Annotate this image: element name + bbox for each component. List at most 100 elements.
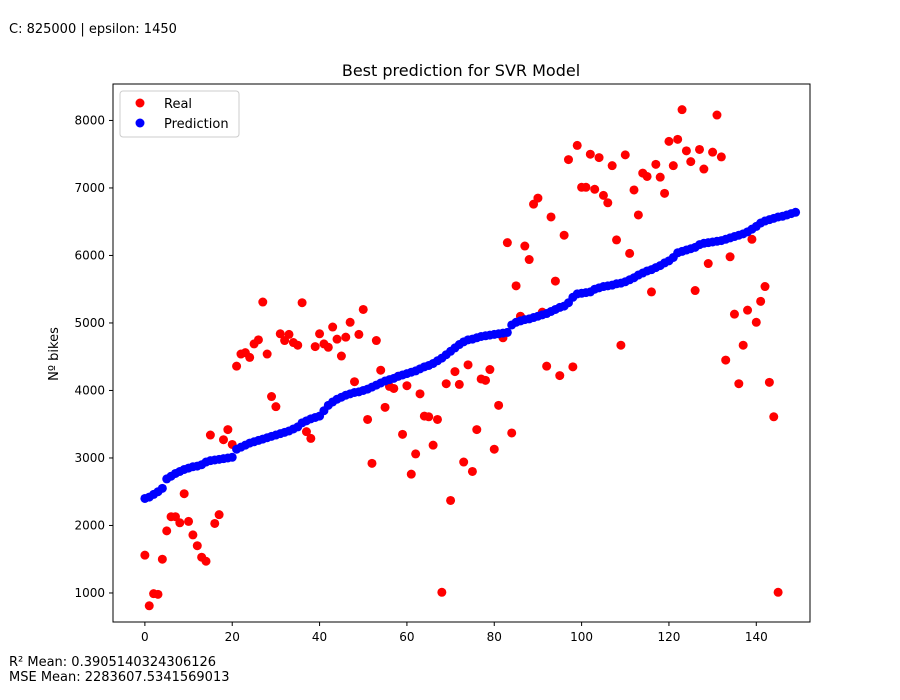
real-point: [363, 414, 373, 424]
real-point: [511, 281, 521, 291]
legend-marker-prediction: [135, 118, 145, 128]
real-point: [301, 427, 311, 437]
real-point: [162, 526, 172, 536]
real-point: [769, 412, 779, 422]
real-point: [520, 241, 530, 251]
real-point: [315, 329, 325, 339]
real-point: [699, 164, 709, 174]
real-point: [712, 110, 722, 120]
real-point: [450, 367, 460, 377]
real-point: [633, 210, 643, 220]
real-point: [398, 429, 408, 439]
real-point: [232, 361, 242, 371]
y-tick-label: 8000: [74, 113, 105, 127]
real-point: [598, 190, 608, 200]
real-point: [267, 392, 277, 402]
real-point: [646, 287, 656, 297]
real-point: [467, 466, 477, 476]
real-point: [188, 530, 198, 540]
real-point: [310, 342, 320, 352]
real-point: [695, 144, 705, 154]
real-point: [371, 336, 381, 346]
real-point: [153, 589, 163, 599]
real-point: [415, 389, 425, 399]
real-point: [140, 550, 150, 560]
real-point: [655, 172, 665, 182]
real-point: [441, 379, 451, 389]
real-point: [481, 375, 491, 385]
prediction-point: [227, 452, 237, 462]
y-tick-label: 7000: [74, 181, 105, 195]
x-tick-label: 80: [487, 630, 502, 644]
legend-box: [119, 90, 240, 138]
prediction-point: [502, 327, 512, 337]
real-point: [245, 352, 255, 362]
real-point: [703, 259, 713, 269]
legend-label-real: Real: [164, 97, 192, 112]
real-point: [341, 332, 351, 342]
real-point: [555, 371, 565, 381]
real-point: [585, 149, 595, 159]
real-point: [201, 556, 211, 566]
real-point: [568, 362, 578, 372]
real-point: [773, 587, 783, 597]
real-point: [642, 171, 652, 181]
model-params-text: C: 825000 | epsilon: 1450: [9, 22, 177, 37]
real-point: [323, 342, 333, 352]
real-point: [603, 198, 613, 208]
x-tick-label: 20: [225, 630, 240, 644]
real-point: [751, 317, 761, 327]
real-point: [542, 361, 552, 371]
real-point: [612, 235, 622, 245]
real-point: [144, 601, 154, 611]
real-point: [332, 334, 342, 344]
real-point: [533, 193, 543, 203]
real-point: [402, 381, 412, 391]
real-point: [380, 402, 390, 412]
real-point: [572, 140, 582, 150]
real-point: [223, 425, 233, 435]
real-point: [756, 296, 766, 306]
real-point: [258, 297, 268, 307]
real-point: [716, 152, 726, 162]
x-tick-label: 0: [141, 630, 149, 644]
axis-ticks: 0 20 40 60 80 100 120 140 1000 2000 3000 4000 5000 60…: [74, 113, 767, 644]
real-point: [764, 377, 774, 387]
real-point: [620, 150, 630, 160]
real-point: [681, 146, 691, 156]
real-point: [192, 541, 202, 551]
real-point: [459, 457, 469, 467]
real-point: [590, 184, 600, 194]
real-point: [690, 286, 700, 296]
real-point: [284, 329, 294, 339]
real-point: [524, 255, 534, 265]
real-point: [625, 248, 635, 258]
real-point: [721, 355, 731, 365]
real-point: [306, 433, 316, 443]
y-tick-label: 3000: [74, 451, 105, 465]
real-point: [660, 188, 670, 198]
real-point: [507, 428, 517, 438]
real-point: [218, 435, 228, 445]
real-point: [546, 212, 556, 222]
real-point: [210, 518, 220, 528]
real-point: [651, 159, 661, 169]
real-point: [454, 379, 464, 389]
real-point: [581, 182, 591, 192]
real-point: [406, 469, 416, 479]
real-point: [389, 383, 399, 393]
real-point: [472, 425, 482, 435]
y-tick-label: 6000: [74, 248, 105, 262]
prediction-point: [157, 483, 167, 493]
real-point: [725, 252, 735, 262]
real-point: [175, 518, 185, 528]
real-point: [743, 305, 753, 315]
mse-mean-text: MSE Mean: 2283607.5341569013: [9, 670, 230, 685]
legend-marker-real: [135, 98, 145, 108]
chart-title: Best prediction for SVR Model: [342, 61, 580, 80]
real-point: [432, 414, 442, 424]
real-point: [271, 402, 281, 412]
real-point: [293, 340, 303, 350]
real-point: [214, 510, 224, 520]
